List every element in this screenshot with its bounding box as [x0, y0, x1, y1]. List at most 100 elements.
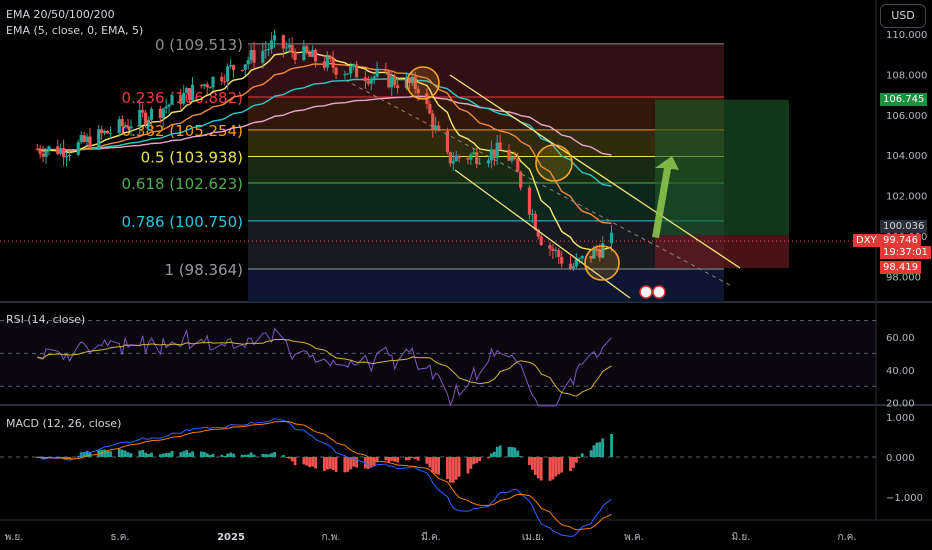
time-tick: 2025 — [217, 532, 245, 543]
macd-histogram-bar — [328, 457, 332, 469]
candle-body — [580, 255, 584, 259]
macd-histogram-bar — [595, 442, 599, 457]
candle-body — [267, 48, 271, 50]
macd-histogram-bar — [393, 457, 397, 462]
macd-histogram-bar — [346, 457, 350, 472]
candle-body — [44, 150, 48, 157]
candle-body — [249, 50, 253, 61]
price-tick: 108.000 — [886, 70, 927, 81]
forecast-arrow — [652, 156, 679, 238]
macd-histogram-bar — [446, 457, 449, 479]
macd-histogram-bar — [106, 450, 109, 457]
macd-histogram-bar — [305, 457, 309, 466]
highlight-circle — [584, 245, 620, 281]
macd-histogram-bar — [226, 453, 230, 457]
macd-histogram-bar — [466, 457, 470, 474]
macd-histogram-bar — [472, 457, 476, 465]
macd-histogram-bar — [349, 457, 353, 470]
candle-body — [445, 130, 450, 153]
candle-body — [431, 113, 435, 130]
candle-body — [120, 119, 124, 127]
macd-histogram-bar — [267, 454, 271, 457]
macd-histogram-bar — [290, 457, 294, 462]
macd-histogram-bar — [510, 447, 514, 457]
macd-histogram-bar — [62, 457, 65, 459]
macd-histogram-bar — [164, 453, 168, 457]
candle-body — [352, 64, 356, 67]
macd-histogram-bar — [492, 451, 496, 457]
candle-body — [349, 66, 353, 74]
macd-histogram-bar — [495, 446, 499, 457]
macd-histogram-bar — [117, 449, 121, 457]
macd-histogram-bar — [161, 453, 165, 457]
macd-histogram-bar — [331, 457, 335, 470]
macd-histogram-bar — [539, 457, 543, 481]
macd-histogram-bar — [437, 457, 441, 475]
macd-histogram-bar — [352, 457, 356, 467]
candle-body — [387, 71, 391, 88]
candle-body — [536, 229, 540, 237]
candle-body — [270, 40, 274, 49]
fib-label-0.618: 0.618 (102.623) — [122, 175, 243, 193]
macd-histogram-bar — [109, 451, 112, 457]
candle-body — [519, 171, 523, 188]
highlight-circle — [535, 144, 573, 182]
candle-body — [202, 84, 206, 86]
macd-histogram-bar — [191, 451, 194, 457]
macd-histogram-bar — [533, 457, 537, 475]
candle-body — [88, 136, 92, 148]
candle-body — [551, 248, 555, 251]
macd-histogram-bar — [372, 457, 376, 466]
candle-body — [346, 73, 350, 75]
macd-line — [37, 417, 612, 537]
candle-body — [252, 50, 256, 63]
fib-label-0: 0 (109.513) — [155, 36, 243, 54]
macd-histogram-bar — [390, 457, 394, 461]
currency-button[interactable]: USD — [880, 4, 926, 28]
macd-histogram-bar — [551, 457, 555, 480]
macd-histogram-bar — [384, 457, 388, 461]
macd-histogram-bar — [264, 453, 268, 457]
macd-histogram-bar — [469, 457, 473, 469]
candle-body — [343, 74, 347, 76]
time-tick: ก.ค. — [837, 532, 856, 543]
event-flag-icon — [652, 285, 666, 299]
macd-histogram-bar — [223, 455, 227, 457]
candle-body — [560, 256, 564, 264]
macd-title[interactable]: MACD (12, 26, close) — [6, 417, 122, 430]
macd-histogram-bar — [182, 451, 186, 457]
time-tick: เม.ย. — [522, 532, 544, 543]
candle-body — [516, 158, 520, 172]
macd-histogram-bar — [557, 457, 561, 475]
channel-upper-line — [449, 74, 741, 269]
candle-body — [182, 92, 186, 104]
macd-histogram-bar — [428, 457, 432, 468]
fib-zone-0 — [248, 43, 724, 97]
price-tick: 98.000 — [886, 272, 921, 283]
candle-body — [170, 95, 174, 105]
candle-body — [322, 61, 326, 68]
macd-histogram-bar — [270, 453, 274, 457]
candle-body — [211, 76, 215, 88]
macd-histogram-bar — [287, 457, 291, 459]
candle-body — [366, 81, 370, 84]
rsi-title[interactable]: RSI (14, close) — [6, 313, 86, 326]
macd-histogram-bar — [302, 457, 306, 465]
highlight-circle — [406, 66, 440, 100]
candle-body — [428, 103, 432, 114]
macd-histogram-bar — [150, 452, 153, 457]
candle-body — [100, 129, 104, 134]
ema-indicator-title[interactable]: EMA 20/50/100/200 — [6, 8, 115, 21]
macd-histogram-bar — [252, 454, 256, 457]
macd-histogram-bar — [448, 457, 452, 483]
macd-histogram-bar — [129, 453, 133, 457]
candle-body — [187, 88, 192, 101]
candle-body — [103, 131, 107, 134]
candle-body — [220, 76, 224, 82]
ema5-indicator-title[interactable]: EMA (5, close, 0, EMA, 5) — [6, 24, 144, 37]
macd-histogram-bar — [572, 457, 575, 468]
last-price-tag: 99.746 — [880, 234, 921, 247]
candle-body — [589, 255, 593, 259]
candle-body — [141, 109, 145, 113]
